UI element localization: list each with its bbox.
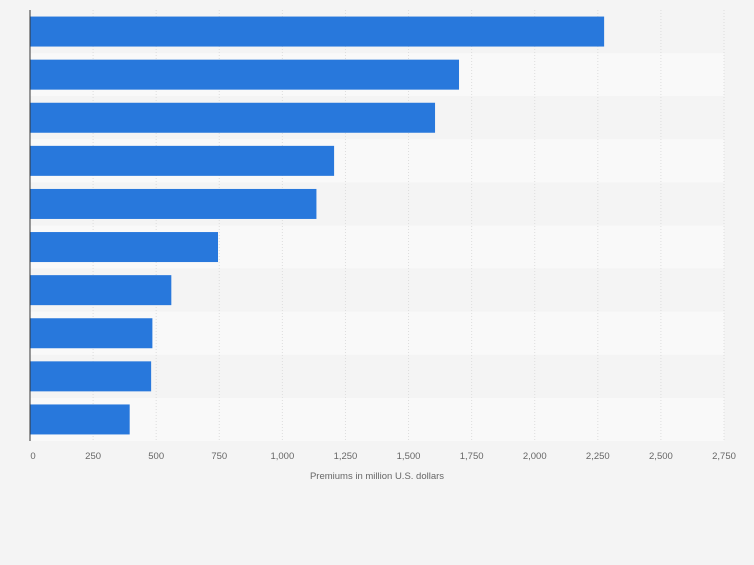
- x-tick-label: 1,250: [334, 451, 358, 462]
- x-tick-label: 2,250: [586, 451, 610, 462]
- bar[interactable]: [30, 59, 460, 90]
- x-tick-label: 2,750: [712, 451, 736, 462]
- bar[interactable]: [30, 275, 172, 306]
- x-tick-label: 2,000: [523, 451, 547, 462]
- x-tick-label: 1,750: [460, 451, 484, 462]
- bar[interactable]: [30, 361, 152, 392]
- x-tick-label: 1,500: [397, 451, 421, 462]
- bar[interactable]: [30, 318, 153, 349]
- x-tick-label: 2,500: [649, 451, 673, 462]
- x-axis-title: Premiums in million U.S. dollars: [310, 471, 444, 482]
- bar[interactable]: [30, 102, 436, 133]
- bars: [30, 16, 605, 435]
- bar[interactable]: [30, 145, 335, 176]
- x-tick-label: 0: [30, 451, 35, 462]
- bar[interactable]: [30, 188, 317, 219]
- row-band: [30, 397, 724, 441]
- x-tick-labels: 0 250 500 750 1,000 1,250 1,500 1,750 2,000 2,250…: [30, 451, 736, 462]
- bar[interactable]: [30, 16, 605, 47]
- x-tick-label: 750: [211, 451, 227, 462]
- x-tick-label: 250: [85, 451, 101, 462]
- x-tick-label: 500: [148, 451, 164, 462]
- bar[interactable]: [30, 404, 130, 435]
- bar[interactable]: [30, 232, 219, 263]
- x-tick-label: 1,000: [270, 451, 294, 462]
